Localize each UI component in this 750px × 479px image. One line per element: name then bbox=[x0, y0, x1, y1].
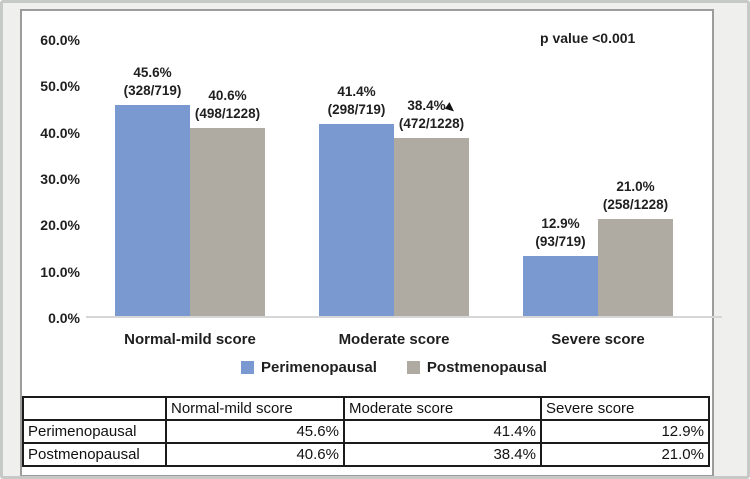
table-header-severe: Severe score bbox=[540, 396, 710, 421]
chart-panel: p value <0.001 60.0% 50.0% 40.0% 30.0% 2… bbox=[20, 9, 723, 476]
table-header-normal-mild: Normal-mild score bbox=[165, 396, 345, 421]
table-row-perimenopausal: Perimenopausal 45.6% 41.4% 12.9% bbox=[22, 419, 710, 444]
table-cell: 12.9% bbox=[540, 419, 710, 444]
table-cell: 38.4% bbox=[343, 442, 542, 467]
category-label-normal-mild: Normal-mild score bbox=[124, 331, 256, 348]
table-cell: 41.4% bbox=[343, 419, 542, 444]
mouse-pointer-icon bbox=[445, 102, 458, 114]
legend-label: Postmenopausal bbox=[426, 359, 547, 376]
legend-item-postmenopausal: Postmenopausal bbox=[406, 359, 547, 376]
y-axis-tick-label: 30.0% bbox=[40, 171, 80, 187]
bar-data-label: 21.0% (258/1228) bbox=[602, 178, 669, 212]
y-axis-tick-label: 60.0% bbox=[40, 32, 80, 48]
category-label-severe: Severe score bbox=[551, 331, 645, 348]
table-header-row: Normal-mild score Moderate score Severe … bbox=[22, 396, 710, 421]
table-cell: 40.6% bbox=[165, 442, 345, 467]
table-header-empty bbox=[22, 396, 167, 421]
bar-data-label: 40.6% (498/1228) bbox=[194, 87, 261, 121]
y-axis-tick-label: 50.0% bbox=[40, 78, 80, 95]
legend-marker-postmenopausal-icon bbox=[406, 361, 420, 374]
category-label-moderate: Moderate score bbox=[338, 331, 450, 348]
x-axis-line bbox=[86, 316, 723, 318]
bar-postmenopausal-2 bbox=[598, 218, 673, 316]
data-table: Normal-mild score Moderate score Severe … bbox=[22, 396, 710, 467]
y-axis-tick-label: 10.0% bbox=[40, 263, 80, 280]
bar-perimenopausal-1 bbox=[319, 124, 394, 316]
y-axis-tick-label: 0.0% bbox=[48, 310, 80, 326]
bar-data-label: 45.6% (328/719) bbox=[123, 64, 182, 98]
y-axis-tick-label: 20.0% bbox=[40, 217, 80, 234]
legend: Perimenopausal Postmenopausal bbox=[88, 359, 700, 376]
table-header-moderate: Moderate score bbox=[343, 396, 542, 421]
y-axis-tick-label: 40.0% bbox=[40, 124, 80, 141]
legend-label: Perimenopausal bbox=[261, 359, 377, 376]
bar-data-label: 41.4% (298/719) bbox=[327, 84, 386, 118]
bar-data-label: 12.9% (93/719) bbox=[535, 216, 586, 250]
table-cell: 21.0% bbox=[540, 442, 710, 467]
row-label: Postmenopausal bbox=[22, 442, 167, 467]
row-label: Perimenopausal bbox=[22, 419, 167, 444]
legend-item-perimenopausal: Perimenopausal bbox=[241, 359, 377, 376]
p-value-annotation: p value <0.001 bbox=[540, 30, 636, 46]
bar-postmenopausal-1 bbox=[394, 138, 469, 316]
bar-postmenopausal-0 bbox=[190, 127, 265, 316]
plot-area: 60.0% 50.0% 40.0% 30.0% 20.0% 10.0% 0.0%… bbox=[40, 32, 723, 326]
bar-perimenopausal-2 bbox=[523, 256, 598, 316]
table-row-postmenopausal: Postmenopausal 40.6% 38.4% 21.0% bbox=[22, 442, 710, 467]
table-cell: 45.6% bbox=[165, 419, 345, 444]
bar-perimenopausal-0 bbox=[115, 104, 190, 316]
legend-marker-perimenopausal-icon bbox=[241, 361, 255, 374]
bar-data-label: 38.4% (472/1228) bbox=[398, 98, 465, 132]
